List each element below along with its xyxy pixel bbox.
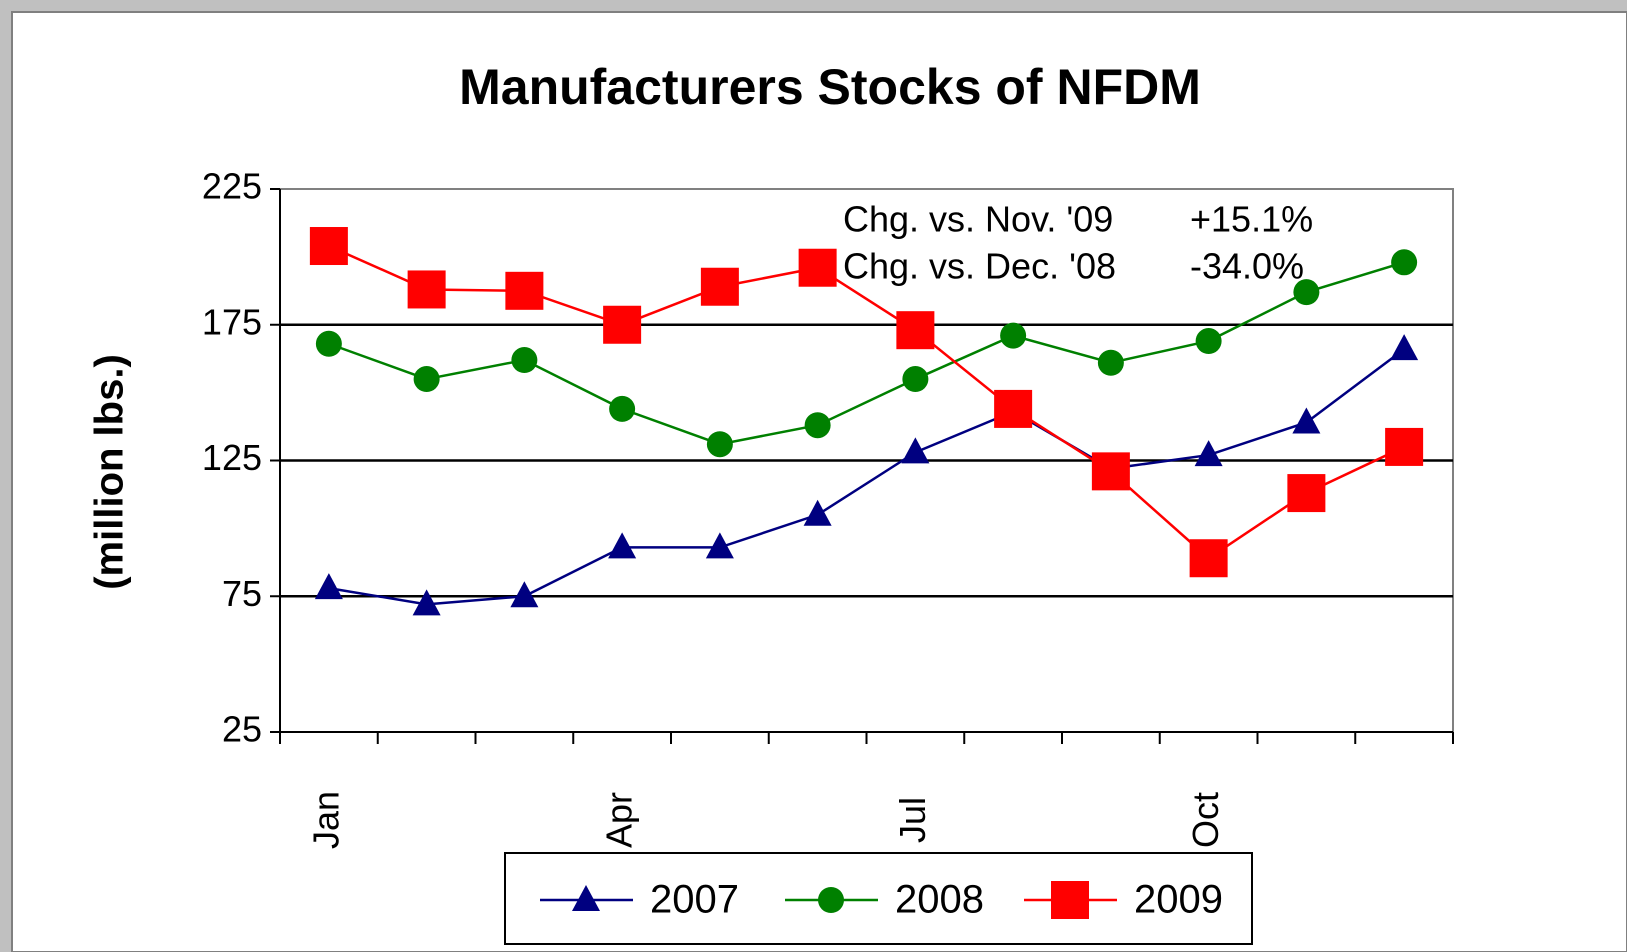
series-line xyxy=(328,261,1405,446)
y-tick-label: 125 xyxy=(202,437,262,478)
annotation-label: Chg. vs. Dec. '08 xyxy=(843,246,1116,287)
legend-marker xyxy=(572,885,600,911)
data-point xyxy=(603,305,642,344)
data-point xyxy=(608,532,637,559)
data-point xyxy=(1194,440,1223,467)
data-point xyxy=(309,227,348,266)
y-tick-label: 75 xyxy=(222,573,262,614)
data-point xyxy=(706,431,733,458)
data-point xyxy=(902,366,929,393)
data-point xyxy=(505,271,544,310)
data-point xyxy=(315,330,342,357)
data-point xyxy=(314,573,343,600)
legend-label: 2007 xyxy=(650,878,739,922)
series-line xyxy=(328,348,1405,606)
data-point xyxy=(994,389,1033,428)
legend-marker xyxy=(818,887,844,913)
x-tick-label: Oct xyxy=(1185,792,1226,848)
data-point xyxy=(510,581,539,608)
data-point xyxy=(413,366,440,393)
y-tick-label: 225 xyxy=(202,166,262,207)
data-point xyxy=(1189,539,1228,578)
data-point xyxy=(1195,328,1222,355)
data-point xyxy=(803,499,832,526)
data-point xyxy=(804,412,831,439)
data-point xyxy=(896,311,935,350)
data-point xyxy=(1390,334,1419,361)
legend-box xyxy=(504,852,1253,945)
data-point xyxy=(1091,452,1130,491)
data-point xyxy=(1097,349,1124,376)
data-point xyxy=(412,589,441,616)
data-point xyxy=(609,395,636,422)
legend-label: 2009 xyxy=(1134,878,1223,922)
y-tick-label: 25 xyxy=(222,709,262,750)
annotation-value: -34.0% xyxy=(1190,246,1304,287)
y-tick-label: 175 xyxy=(202,301,262,342)
x-tick-label: Apr xyxy=(599,792,640,848)
legend-label: 2008 xyxy=(895,878,984,922)
annotation-label: Chg. vs. Nov. '09 xyxy=(843,199,1113,240)
annotation-value: +15.1% xyxy=(1190,199,1313,240)
data-point xyxy=(901,437,930,464)
data-point xyxy=(511,347,538,374)
data-point xyxy=(1292,407,1321,434)
y-axis-label: (million lbs.) xyxy=(88,354,132,590)
data-point xyxy=(798,248,837,287)
data-point xyxy=(1293,279,1320,306)
data-point xyxy=(1385,427,1424,466)
data-point xyxy=(1000,322,1027,349)
data-point xyxy=(1391,249,1418,276)
data-point xyxy=(700,267,739,306)
legend-marker xyxy=(1051,881,1089,919)
data-point xyxy=(705,532,734,559)
chart-title: Manufacturers Stocks of NFDM xyxy=(459,59,1201,115)
data-point xyxy=(1287,474,1326,513)
data-point xyxy=(407,270,446,309)
x-tick-label: Jan xyxy=(305,791,346,849)
x-tick-label: Jul xyxy=(892,797,933,843)
